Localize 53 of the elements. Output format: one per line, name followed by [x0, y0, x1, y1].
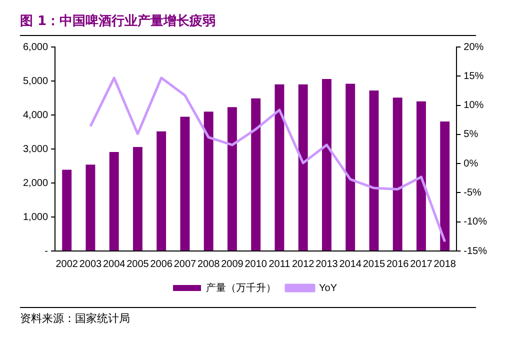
x-tick-label: 2012: [292, 258, 315, 270]
y-tick-label: 3,000: [22, 144, 48, 155]
x-tick-label: 2002: [56, 258, 78, 270]
bar: [86, 164, 96, 250]
x-tick-label: 2014: [339, 258, 362, 270]
x-tick-label: 2008: [197, 258, 220, 270]
x-tick-label: 2005: [126, 258, 150, 270]
x-tick-label: 2007: [174, 258, 197, 270]
bar: [204, 112, 214, 250]
bar: [132, 146, 142, 250]
bar: [274, 84, 284, 250]
bar: [251, 98, 261, 250]
x-tick-label: 2003: [79, 258, 102, 270]
bar: [109, 152, 119, 250]
y2-tick-label: 5%: [464, 129, 478, 140]
bar: [180, 116, 190, 250]
y-tick-label: 6,000: [22, 42, 48, 53]
y2-tick-label: -15%: [464, 246, 488, 257]
y2-tick-label: 0%: [464, 158, 478, 170]
x-tick-label: 2006: [150, 258, 173, 270]
bar: [416, 101, 426, 250]
x-tick-label: 2013: [316, 258, 338, 270]
y2-tick-label: -5%: [464, 187, 482, 198]
y2-tick-label: 10%: [464, 100, 484, 112]
y-tick-label: -: [44, 246, 48, 257]
x-tick-label: 2004: [102, 258, 126, 270]
bar: [62, 170, 72, 250]
text: 资料来源：国家统计局: [20, 311, 130, 326]
y2-tick-label: 20%: [464, 42, 484, 53]
bar: [392, 98, 402, 250]
bar: [156, 131, 166, 250]
y-tick-label: 1,000: [22, 212, 48, 223]
x-tick-label: 2009: [221, 258, 244, 270]
x-tick-label: 2018: [434, 258, 456, 270]
x-tick-label: 2016: [386, 258, 410, 270]
y2-tick-label: 15%: [464, 70, 484, 82]
bar: [298, 84, 308, 250]
chart-title: 图 1：中国啤酒行业产量增长疲弱: [20, 12, 216, 30]
legend-label: 产量（万千升）: [206, 282, 276, 294]
y2-tick-label: -10%: [464, 216, 488, 228]
x-tick-label: 2011: [268, 258, 291, 270]
x-tick-label: 2015: [362, 258, 386, 270]
y-tick-label: 4,000: [22, 110, 48, 121]
bar: [369, 90, 379, 250]
bar: [346, 84, 356, 250]
y-tick-label: 2,000: [22, 178, 48, 189]
bar: [227, 107, 237, 250]
legend-label: YoY: [319, 282, 338, 294]
x-tick-label: 2017: [410, 258, 433, 270]
bar: [440, 121, 450, 250]
bar: [322, 78, 332, 250]
x-tick-label: 2010: [244, 258, 268, 270]
y-tick-label: 5,000: [22, 76, 48, 87]
